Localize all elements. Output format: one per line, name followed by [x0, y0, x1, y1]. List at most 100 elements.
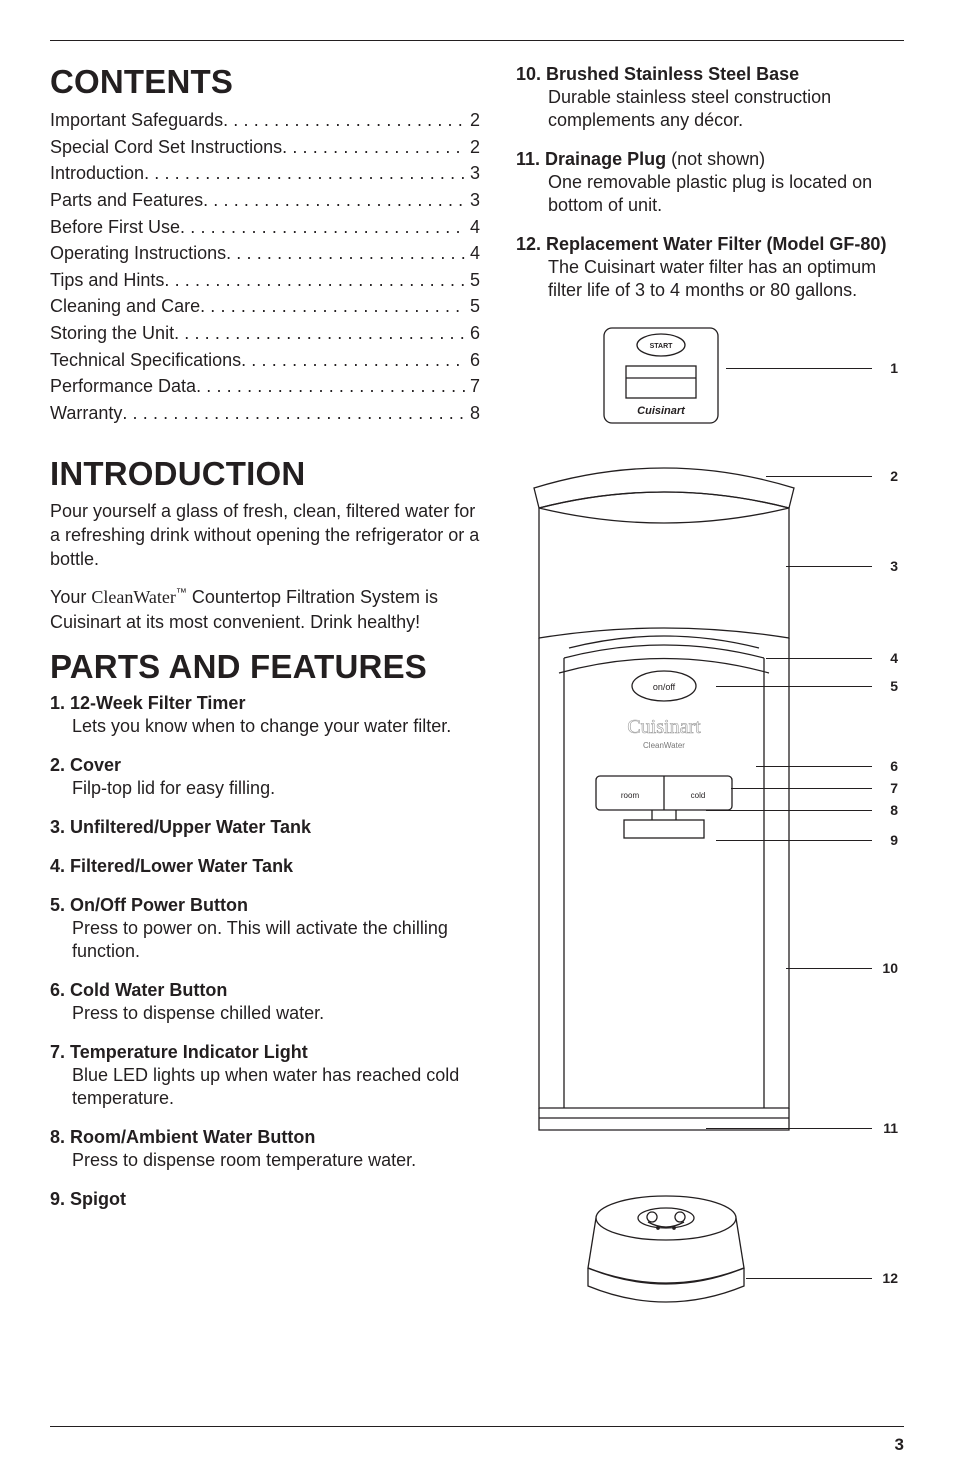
diagram-area: START Cuisinart — [516, 318, 904, 1338]
callout-number: 4 — [890, 650, 898, 666]
toc-page: 2 — [466, 107, 480, 134]
callout-leader — [756, 766, 872, 767]
introduction-p2: Your CleanWater™ Countertop Filtration S… — [50, 585, 480, 634]
feature-desc: Lets you know when to change your water … — [50, 715, 480, 738]
toc-label: Warranty — [50, 400, 122, 427]
toc-row: Before First Use 4 — [50, 214, 480, 241]
toc-label: Technical Specifications — [50, 347, 241, 374]
right-column: 10. Brushed Stainless Steel BaseDurable … — [516, 63, 904, 1338]
toc-dots — [203, 187, 466, 214]
toc-label: Performance Data — [50, 373, 196, 400]
toc-page: 8 — [466, 400, 480, 427]
feature-desc: One removable plastic plug is located on… — [516, 171, 904, 217]
feature-title: 7. Temperature Indicator Light — [50, 1041, 480, 1064]
callout-number: 2 — [890, 468, 898, 484]
callout-number: 6 — [890, 758, 898, 774]
callout-leader — [786, 566, 872, 567]
two-column-layout: CONTENTS Important Safeguards2Special Co… — [50, 63, 904, 1338]
toc-page: 6 — [466, 320, 480, 347]
feature-item: 5. On/Off Power ButtonPress to power on.… — [50, 894, 480, 963]
feature-desc: Press to dispense chilled water. — [50, 1002, 480, 1025]
timer-diagram: START Cuisinart — [596, 318, 726, 433]
toc-row: Important Safeguards2 — [50, 107, 480, 134]
toc-row: Warranty 8 — [50, 400, 480, 427]
features-list-right: 10. Brushed Stainless Steel BaseDurable … — [516, 63, 904, 302]
toc-dots — [180, 214, 466, 241]
feature-title: 10. Brushed Stainless Steel Base — [516, 63, 904, 86]
toc-label: Special Cord Set Instructions — [50, 134, 282, 161]
feature-item: 7. Temperature Indicator LightBlue LED l… — [50, 1041, 480, 1110]
feature-title: 9. Spigot — [50, 1188, 480, 1211]
toc-row: Introduction3 — [50, 160, 480, 187]
toc-page: 3 — [466, 160, 480, 187]
feature-title: 1. 12-Week Filter Timer — [50, 692, 480, 715]
features-list-left: 1. 12-Week Filter TimerLets you know whe… — [50, 692, 480, 1212]
feature-item: 10. Brushed Stainless Steel BaseDurable … — [516, 63, 904, 132]
feature-title: 2. Cover — [50, 754, 480, 777]
toc-dots — [164, 267, 466, 294]
toc-row: Special Cord Set Instructions 2 — [50, 134, 480, 161]
body-brand: Cuisinart — [627, 716, 701, 738]
toc-dots — [226, 240, 466, 267]
toc-row: Technical Specifications 6 — [50, 347, 480, 374]
toc-page: 2 — [466, 134, 480, 161]
toc-dots — [174, 320, 466, 347]
feature-item: 8. Room/Ambient Water ButtonPress to dis… — [50, 1126, 480, 1172]
feature-item: 12. Replacement Water Filter (Model GF-8… — [516, 233, 904, 302]
callout-leader — [716, 686, 872, 687]
toc-label: Parts and Features — [50, 187, 203, 214]
toc-dots — [241, 347, 466, 374]
feature-title: 8. Room/Ambient Water Button — [50, 1126, 480, 1149]
toc-page: 6 — [466, 347, 480, 374]
callout-number: 8 — [890, 802, 898, 818]
intro-p2-pre: Your — [50, 587, 91, 607]
timer-start-label: START — [650, 343, 674, 350]
toc-page: 3 — [466, 187, 480, 214]
feature-title: 11. Drainage Plug (not shown) — [516, 148, 904, 171]
filter-diagram — [576, 1188, 756, 1318]
callout-leader — [706, 810, 872, 811]
introduction-heading: INTRODUCTION — [50, 455, 480, 493]
toc-page: 7 — [466, 373, 480, 400]
toc-label: Before First Use — [50, 214, 180, 241]
feature-title: 12. Replacement Water Filter (Model GF-8… — [516, 233, 904, 256]
callout-leader — [716, 840, 872, 841]
feature-item: 9. Spigot — [50, 1188, 480, 1211]
toc-page: 5 — [466, 267, 480, 294]
feature-title: 3. Unfiltered/Upper Water Tank — [50, 816, 480, 839]
toc-label: Tips and Hints — [50, 267, 164, 294]
toc-dots — [122, 400, 466, 427]
toc-row: Tips and Hints 5 — [50, 267, 480, 294]
appliance-diagram: on/off Cuisinart CleanWater room cold — [504, 448, 824, 1148]
onoff-label: on/off — [653, 682, 676, 692]
callout-leader — [731, 788, 872, 789]
toc-dots — [282, 134, 466, 161]
toc-dots — [200, 293, 466, 320]
feature-desc: Press to power on. This will activate th… — [50, 917, 480, 963]
callout-leader — [706, 1128, 872, 1129]
toc-dots — [223, 107, 466, 134]
toc-row: Operating Instructions4 — [50, 240, 480, 267]
toc-row: Performance Data 7 — [50, 373, 480, 400]
feature-desc: The Cuisinart water filter has an optimu… — [516, 256, 904, 302]
cold-label: cold — [691, 791, 706, 800]
toc-row: Parts and Features 3 — [50, 187, 480, 214]
toc-dots — [196, 373, 466, 400]
feature-desc: Durable stainless steel construction com… — [516, 86, 904, 132]
feature-title: 5. On/Off Power Button — [50, 894, 480, 917]
room-label: room — [621, 791, 640, 800]
toc-label: Cleaning and Care — [50, 293, 200, 320]
feature-title: 4. Filtered/Lower Water Tank — [50, 855, 480, 878]
left-column: CONTENTS Important Safeguards2Special Co… — [50, 63, 480, 1338]
contents-heading: CONTENTS — [50, 63, 480, 101]
page-number: 3 — [895, 1435, 904, 1455]
callout-leader — [746, 1278, 872, 1279]
toc-page: 4 — [466, 214, 480, 241]
toc-dots — [144, 160, 466, 187]
toc-row: Storing the Unit6 — [50, 320, 480, 347]
feature-desc: Filp-top lid for easy filling. — [50, 777, 480, 800]
callout-number: 7 — [890, 780, 898, 796]
table-of-contents: Important Safeguards2Special Cord Set In… — [50, 107, 480, 427]
callout-number: 5 — [890, 678, 898, 694]
feature-item: 2. CoverFilp-top lid for easy filling. — [50, 754, 480, 800]
